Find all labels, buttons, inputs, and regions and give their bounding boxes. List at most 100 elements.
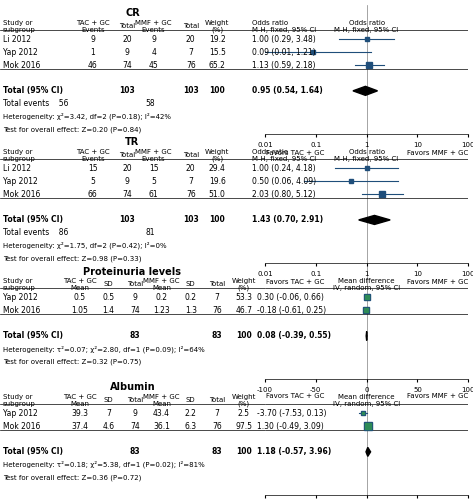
Text: 103: 103 <box>119 86 135 96</box>
Text: 19.6: 19.6 <box>209 176 226 186</box>
Text: Test for overall effect: Z=0.98 (P=0.33): Test for overall effect: Z=0.98 (P=0.33) <box>3 256 141 262</box>
Text: 9: 9 <box>151 34 156 43</box>
Polygon shape <box>366 332 367 340</box>
Text: 1.4: 1.4 <box>103 306 114 314</box>
Text: 1.18 (-0.57, 3.96): 1.18 (-0.57, 3.96) <box>257 448 331 456</box>
Text: Total (95% CI): Total (95% CI) <box>3 86 62 96</box>
Text: MMF + GC
Events: MMF + GC Events <box>135 149 172 162</box>
Text: 9: 9 <box>90 34 95 43</box>
Text: Mok 2016: Mok 2016 <box>3 306 40 314</box>
Text: 76: 76 <box>186 190 196 198</box>
Text: Total (95% CI): Total (95% CI) <box>3 332 62 340</box>
Text: Total events    56: Total events 56 <box>3 100 68 108</box>
Text: 100: 100 <box>210 216 225 224</box>
Text: Total (95% CI): Total (95% CI) <box>3 448 62 456</box>
Text: -3.70 (-7.53, 0.13): -3.70 (-7.53, 0.13) <box>257 408 326 418</box>
Text: 9: 9 <box>132 293 138 302</box>
Text: 0.2: 0.2 <box>185 293 197 302</box>
Text: 7: 7 <box>215 408 219 418</box>
Text: 74: 74 <box>122 190 132 198</box>
Text: Study or
subgroup: Study or subgroup <box>3 20 35 33</box>
Text: SD: SD <box>104 282 114 288</box>
Text: 19.2: 19.2 <box>209 34 226 43</box>
Text: Favors MMF + GC: Favors MMF + GC <box>407 150 468 156</box>
Text: 7: 7 <box>188 48 193 56</box>
Text: SD: SD <box>104 398 114 404</box>
Text: 15: 15 <box>149 164 158 173</box>
Text: 0.50 (0.06, 4.09): 0.50 (0.06, 4.09) <box>252 176 316 186</box>
Text: Odds ratio
M-H, fixed, 95% CI: Odds ratio M-H, fixed, 95% CI <box>252 20 316 33</box>
Text: TAC + GC
Mean: TAC + GC Mean <box>62 394 96 407</box>
Text: Mok 2016: Mok 2016 <box>3 422 40 430</box>
Text: 43.4: 43.4 <box>153 408 170 418</box>
Text: 1.05: 1.05 <box>71 306 88 314</box>
Text: Mean difference
IV, random, 95% CI: Mean difference IV, random, 95% CI <box>333 278 400 291</box>
Text: 46.7: 46.7 <box>235 306 252 314</box>
Text: 81: 81 <box>146 228 155 237</box>
Text: 15.5: 15.5 <box>209 48 226 56</box>
Text: Total events    86: Total events 86 <box>3 228 68 237</box>
Text: 2.2: 2.2 <box>185 408 197 418</box>
Text: 1.43 (0.70, 2.91): 1.43 (0.70, 2.91) <box>252 216 323 224</box>
Text: 7: 7 <box>215 293 219 302</box>
Text: 7: 7 <box>106 408 111 418</box>
Text: MMF + GC
Mean: MMF + GC Mean <box>143 278 180 291</box>
Text: SD: SD <box>186 282 195 288</box>
Text: Favors MMF + GC: Favors MMF + GC <box>407 278 468 284</box>
Polygon shape <box>353 86 377 96</box>
Text: Odds ratio
M-H, fixed, 95% CI: Odds ratio M-H, fixed, 95% CI <box>334 149 399 162</box>
Text: 97.5: 97.5 <box>235 422 252 430</box>
Text: Total: Total <box>209 282 225 288</box>
Text: 100: 100 <box>236 448 252 456</box>
Text: 39.3: 39.3 <box>71 408 88 418</box>
Text: 65.2: 65.2 <box>209 60 226 70</box>
Text: Li 2012: Li 2012 <box>3 164 31 173</box>
Text: 103: 103 <box>119 216 135 224</box>
Text: Favors TAC + GC: Favors TAC + GC <box>266 393 324 399</box>
Text: Test for overall effect: Z=0.32 (P=0.75): Test for overall effect: Z=0.32 (P=0.75) <box>3 358 141 365</box>
Polygon shape <box>359 216 390 224</box>
Text: 46: 46 <box>88 60 97 70</box>
Text: 66: 66 <box>88 190 97 198</box>
Text: 58: 58 <box>146 100 155 108</box>
Text: 76: 76 <box>212 306 222 314</box>
Text: 74: 74 <box>122 60 132 70</box>
Text: 1.23: 1.23 <box>153 306 170 314</box>
Text: Heterogeneity: τ²=0.18; χ²=5.38, df=1 (P=0.02); I²=81%: Heterogeneity: τ²=0.18; χ²=5.38, df=1 (P… <box>3 461 204 468</box>
Text: Total: Total <box>119 152 135 158</box>
Text: Study or
subgroup: Study or subgroup <box>3 149 35 162</box>
Text: 20: 20 <box>186 34 195 43</box>
Text: 83: 83 <box>212 448 222 456</box>
Text: 83: 83 <box>130 448 140 456</box>
Text: Favors TAC + GC: Favors TAC + GC <box>266 278 324 284</box>
Text: Study or
subgroup: Study or subgroup <box>3 278 35 291</box>
Text: 20: 20 <box>123 34 132 43</box>
Text: TR: TR <box>125 138 140 147</box>
Text: Total: Total <box>119 24 135 30</box>
Text: Odds ratio
M-H, fixed, 95% CI: Odds ratio M-H, fixed, 95% CI <box>252 149 316 162</box>
Text: Study or
subgroup: Study or subgroup <box>3 394 35 407</box>
Text: 4.6: 4.6 <box>103 422 114 430</box>
Text: 74: 74 <box>130 422 140 430</box>
Text: 100: 100 <box>210 86 225 96</box>
Text: 5: 5 <box>90 176 95 186</box>
Text: TAC + GC
Events: TAC + GC Events <box>76 149 110 162</box>
Text: 103: 103 <box>183 216 199 224</box>
Text: Yap 2012: Yap 2012 <box>3 48 37 56</box>
Text: CR: CR <box>125 8 140 18</box>
Text: 45: 45 <box>149 60 158 70</box>
Text: 4: 4 <box>151 48 156 56</box>
Text: Test for overall effect: Z=0.36 (P=0.72): Test for overall effect: Z=0.36 (P=0.72) <box>3 474 141 481</box>
Text: Yap 2012: Yap 2012 <box>3 293 37 302</box>
Text: 1.3: 1.3 <box>185 306 197 314</box>
Text: SD: SD <box>186 398 195 404</box>
Text: 1: 1 <box>90 48 95 56</box>
Text: 9: 9 <box>132 408 138 418</box>
Text: 0.09 (0.01, 1.21): 0.09 (0.01, 1.21) <box>252 48 315 56</box>
Text: 1.00 (0.24, 4.18): 1.00 (0.24, 4.18) <box>252 164 315 173</box>
Text: 103: 103 <box>183 86 199 96</box>
Text: 83: 83 <box>130 332 140 340</box>
Text: TAC + GC
Mean: TAC + GC Mean <box>62 278 96 291</box>
Text: 76: 76 <box>186 60 196 70</box>
Text: 1.30 (-0.49, 3.09): 1.30 (-0.49, 3.09) <box>257 422 324 430</box>
